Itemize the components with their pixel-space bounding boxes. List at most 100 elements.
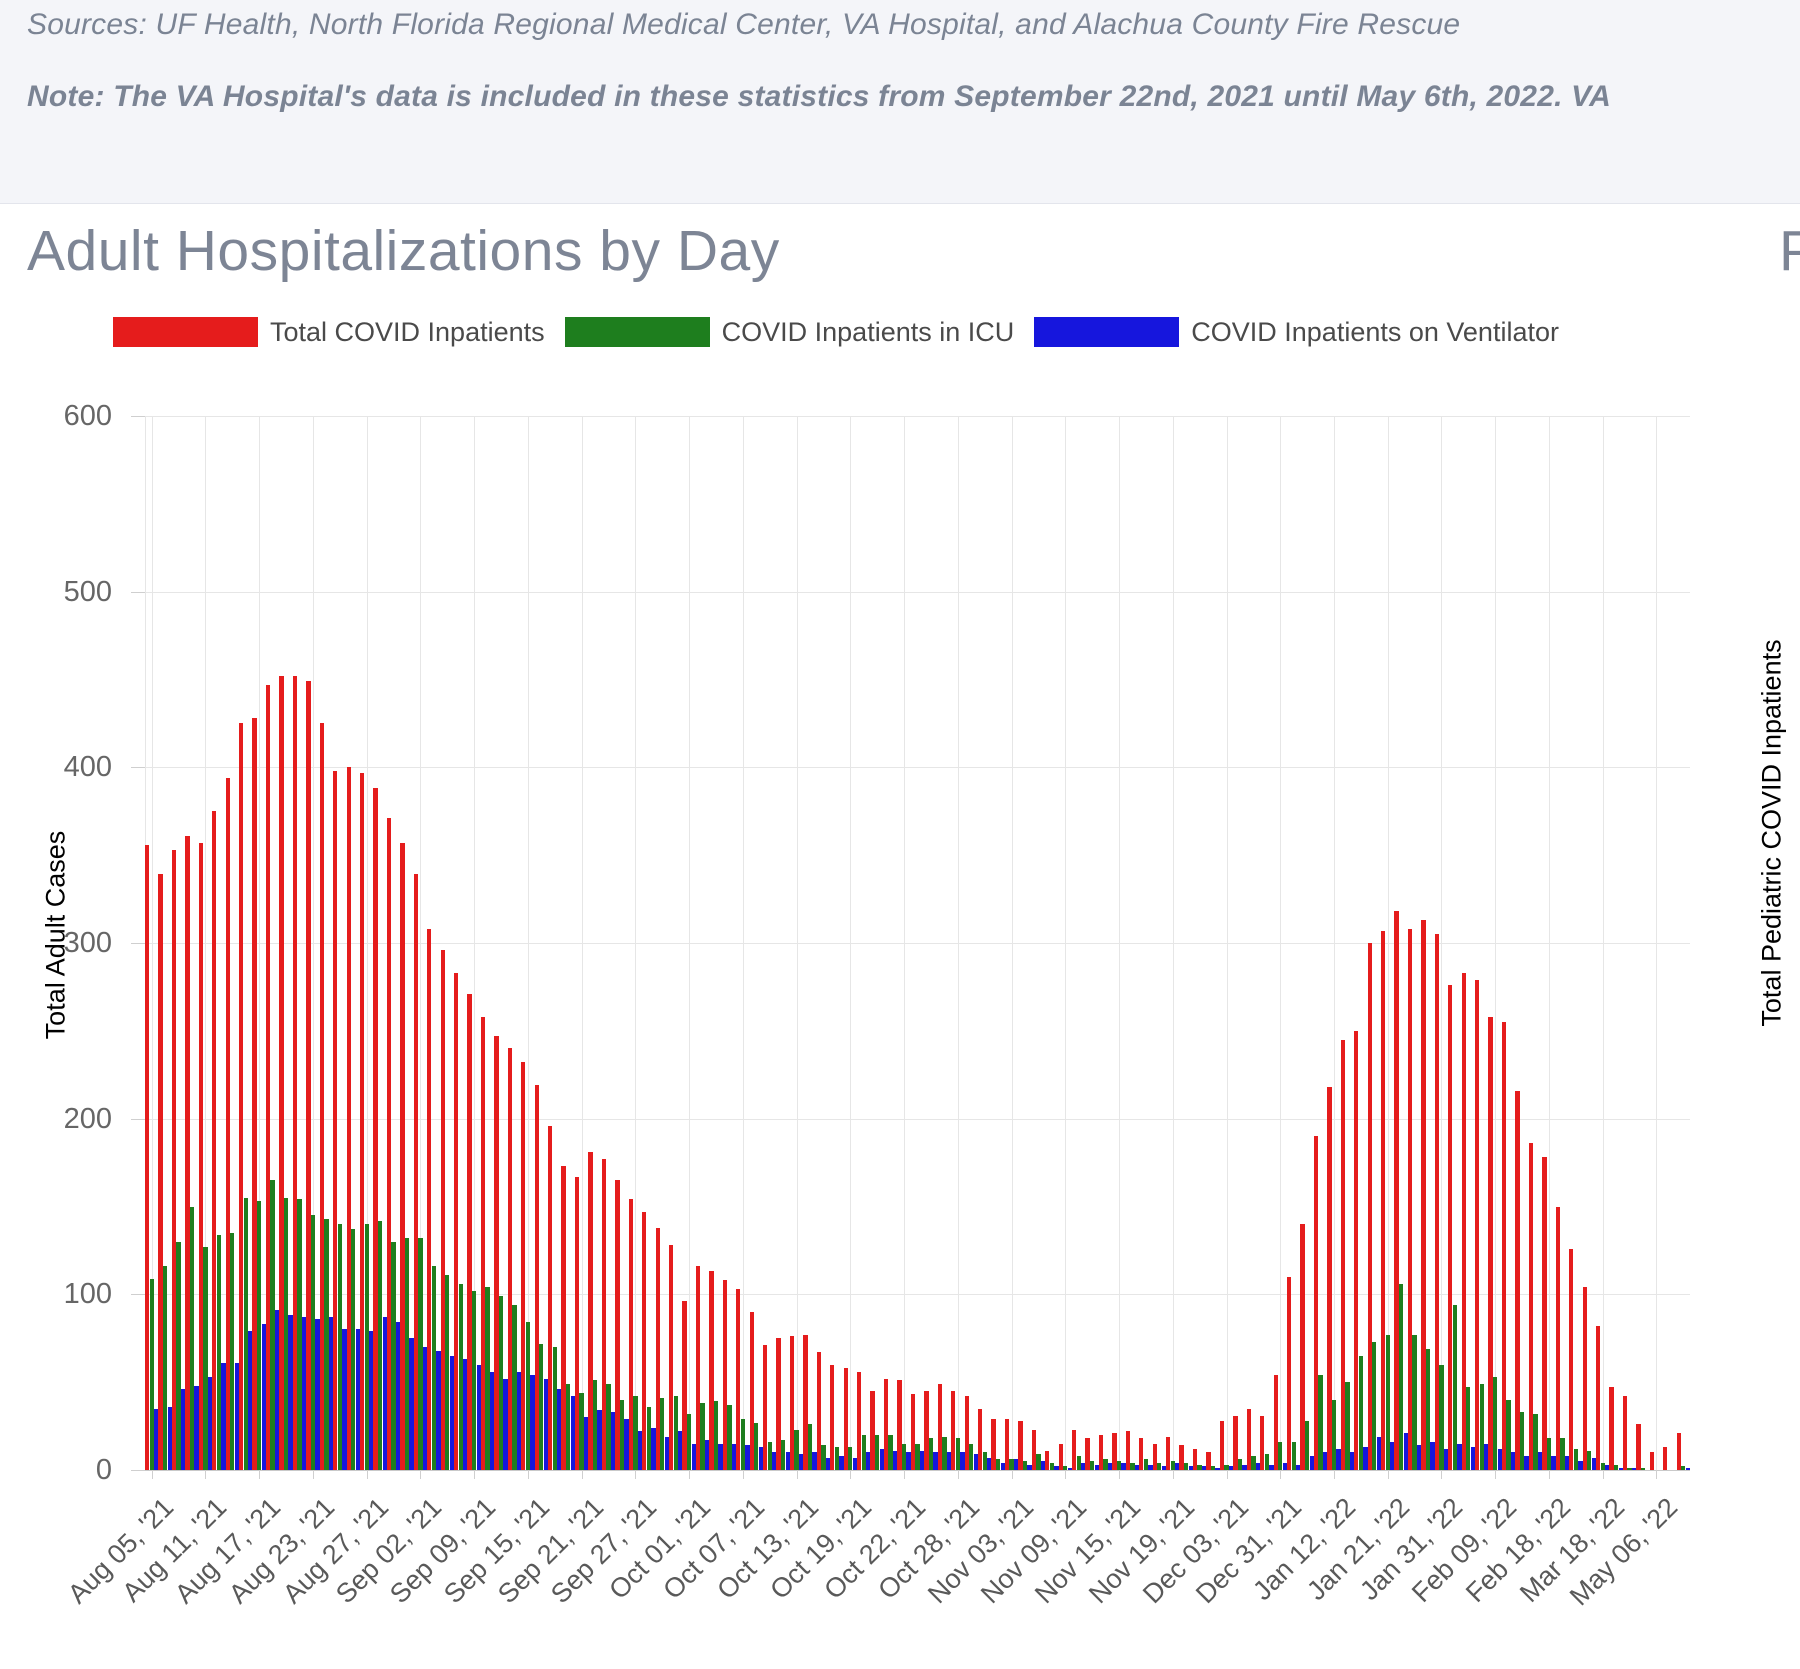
bar-total-covid-inpatients-88	[1327, 1087, 1332, 1470]
y-axis-title: Total Adult Cases	[40, 830, 71, 1040]
bar-total-covid-inpatients-72	[1112, 1433, 1117, 1470]
legend-swatch-green	[564, 317, 710, 347]
bar-covid-inpatients-in-icu-1	[163, 1266, 168, 1470]
bar-covid-inpatients-on-ventilator-25	[489, 1371, 495, 1470]
bar-covid-inpatients-in-icu-26	[498, 1296, 504, 1470]
legend-item-icu[interactable]: COVID Inpatients in ICU	[564, 317, 1014, 348]
bar-total-covid-inpatients-3	[185, 835, 190, 1470]
legend-item-total[interactable]: Total COVID Inpatients	[113, 317, 545, 348]
bar-covid-inpatients-in-icu-114	[1681, 1466, 1686, 1470]
bar-total-covid-inpatients-30	[548, 1125, 553, 1470]
h-gridline-100	[145, 1294, 1690, 1296]
bar-covid-inpatients-on-ventilator-42	[718, 1443, 723, 1470]
v-gridline-15	[957, 416, 959, 1470]
y-tick-label-200: 200	[63, 1102, 112, 1135]
bar-covid-inpatients-on-ventilator-19	[409, 1338, 414, 1470]
v-gridline-19	[1172, 416, 1174, 1470]
bar-covid-inpatients-in-icu-64	[1009, 1459, 1014, 1470]
bar-total-covid-inpatients-46	[763, 1345, 768, 1470]
bar-covid-inpatients-in-icu-42	[713, 1401, 719, 1470]
bar-covid-inpatients-in-icu-78	[1197, 1464, 1202, 1470]
bar-total-covid-inpatients-18	[386, 818, 392, 1470]
bar-covid-inpatients-on-ventilator-91	[1376, 1436, 1381, 1470]
x-tick-26	[1548, 1470, 1550, 1479]
x-tick-4	[366, 1470, 368, 1479]
bar-total-covid-inpatients-5	[212, 811, 217, 1470]
bar-total-covid-inpatients-27	[507, 1048, 513, 1470]
bar-total-covid-inpatients-112	[1649, 1452, 1654, 1470]
bar-covid-inpatients-on-ventilator-48	[798, 1454, 804, 1470]
v-gridline-1	[205, 416, 207, 1470]
bar-covid-inpatients-on-ventilator-44	[745, 1445, 750, 1470]
bar-covid-inpatients-on-ventilator-17	[382, 1317, 387, 1470]
bar-covid-inpatients-in-icu-4	[203, 1246, 208, 1470]
bar-covid-inpatients-in-icu-49	[807, 1424, 813, 1470]
bar-covid-inpatients-on-ventilator-89	[1349, 1452, 1355, 1470]
bar-total-covid-inpatients-95	[1421, 920, 1426, 1470]
bar-covid-inpatients-in-icu-12	[310, 1215, 316, 1470]
bar-total-covid-inpatients-55	[883, 1378, 889, 1470]
bar-total-covid-inpatients-89	[1340, 1039, 1345, 1470]
bar-covid-inpatients-on-ventilator-15	[355, 1329, 360, 1470]
bar-covid-inpatients-in-icu-77	[1184, 1462, 1189, 1470]
bar-covid-inpatients-in-icu-66	[1036, 1454, 1041, 1470]
bar-covid-inpatients-on-ventilator-11	[301, 1317, 307, 1470]
bar-covid-inpatients-in-icu-48	[794, 1429, 799, 1470]
bar-total-covid-inpatients-101	[1501, 1022, 1507, 1470]
bar-covid-inpatients-in-icu-100	[1493, 1376, 1498, 1470]
bar-covid-inpatients-in-icu-104	[1546, 1438, 1552, 1470]
bar-covid-inpatients-in-icu-39	[673, 1396, 678, 1470]
bar-covid-inpatients-on-ventilator-97	[1457, 1443, 1462, 1470]
bar-covid-inpatients-in-icu-87	[1318, 1375, 1323, 1470]
legend-label-total: Total COVID Inpatients	[270, 316, 545, 347]
bar-covid-inpatients-on-ventilator-36	[637, 1431, 643, 1470]
v-gridline-13	[850, 416, 852, 1470]
bar-total-covid-inpatients-110	[1622, 1396, 1628, 1470]
bar-total-covid-inpatients-67	[1045, 1450, 1050, 1470]
bar-covid-inpatients-on-ventilator-70	[1094, 1464, 1099, 1470]
bar-total-covid-inpatients-10	[279, 675, 284, 1470]
bar-total-covid-inpatients-63	[991, 1419, 996, 1470]
x-tick-15	[957, 1470, 959, 1479]
bar-total-covid-inpatients-79	[1206, 1452, 1211, 1470]
legend-item-vent[interactable]: COVID Inpatients on Ventilator	[1034, 317, 1559, 348]
x-tick-13	[850, 1470, 852, 1479]
bar-covid-inpatients-on-ventilator-40	[691, 1443, 696, 1470]
v-gridline-4	[366, 416, 368, 1470]
bar-covid-inpatients-in-icu-86	[1304, 1420, 1310, 1470]
v-gridline-0	[151, 416, 153, 1470]
bar-total-covid-inpatients-40	[682, 1301, 687, 1470]
bar-covid-inpatients-in-icu-84	[1278, 1441, 1283, 1470]
bar-total-covid-inpatients-8	[252, 718, 257, 1470]
bar-covid-inpatients-on-ventilator-43	[731, 1443, 737, 1470]
bar-covid-inpatients-in-icu-45	[754, 1422, 759, 1470]
bar-covid-inpatients-in-icu-35	[619, 1399, 625, 1470]
bar-covid-inpatients-in-icu-68	[1063, 1466, 1068, 1470]
bar-covid-inpatients-in-icu-53	[861, 1434, 866, 1470]
y-tick-label-400: 400	[63, 751, 112, 784]
bar-covid-inpatients-in-icu-83	[1264, 1454, 1269, 1470]
bar-covid-inpatients-in-icu-85	[1291, 1441, 1296, 1470]
y-tick-100	[131, 1294, 145, 1296]
bar-covid-inpatients-in-icu-65	[1022, 1461, 1028, 1470]
bar-covid-inpatients-on-ventilator-18	[395, 1322, 401, 1470]
bar-covid-inpatients-on-ventilator-109	[1618, 1468, 1623, 1470]
bar-total-covid-inpatients-92	[1381, 930, 1386, 1470]
bar-covid-inpatients-on-ventilator-67	[1054, 1466, 1059, 1470]
bar-covid-inpatients-in-icu-55	[888, 1434, 893, 1470]
bar-covid-inpatients-in-icu-80	[1224, 1464, 1229, 1470]
bar-covid-inpatients-in-icu-47	[781, 1440, 786, 1470]
bar-covid-inpatients-in-icu-98	[1466, 1387, 1471, 1470]
bar-total-covid-inpatients-61	[964, 1396, 969, 1470]
bar-total-covid-inpatients-0	[145, 844, 150, 1470]
bar-covid-inpatients-on-ventilator-108	[1605, 1464, 1610, 1470]
v-gridline-18	[1119, 416, 1121, 1470]
bar-total-covid-inpatients-114	[1676, 1433, 1681, 1470]
bar-total-covid-inpatients-85	[1286, 1276, 1292, 1470]
bar-covid-inpatients-on-ventilator-54	[879, 1448, 884, 1470]
bar-covid-inpatients-in-icu-79	[1210, 1466, 1216, 1470]
bar-covid-inpatients-on-ventilator-114	[1685, 1468, 1690, 1470]
bar-total-covid-inpatients-78	[1192, 1448, 1198, 1470]
bar-total-covid-inpatients-14	[333, 770, 338, 1470]
bar-covid-inpatients-in-icu-25	[485, 1287, 490, 1470]
